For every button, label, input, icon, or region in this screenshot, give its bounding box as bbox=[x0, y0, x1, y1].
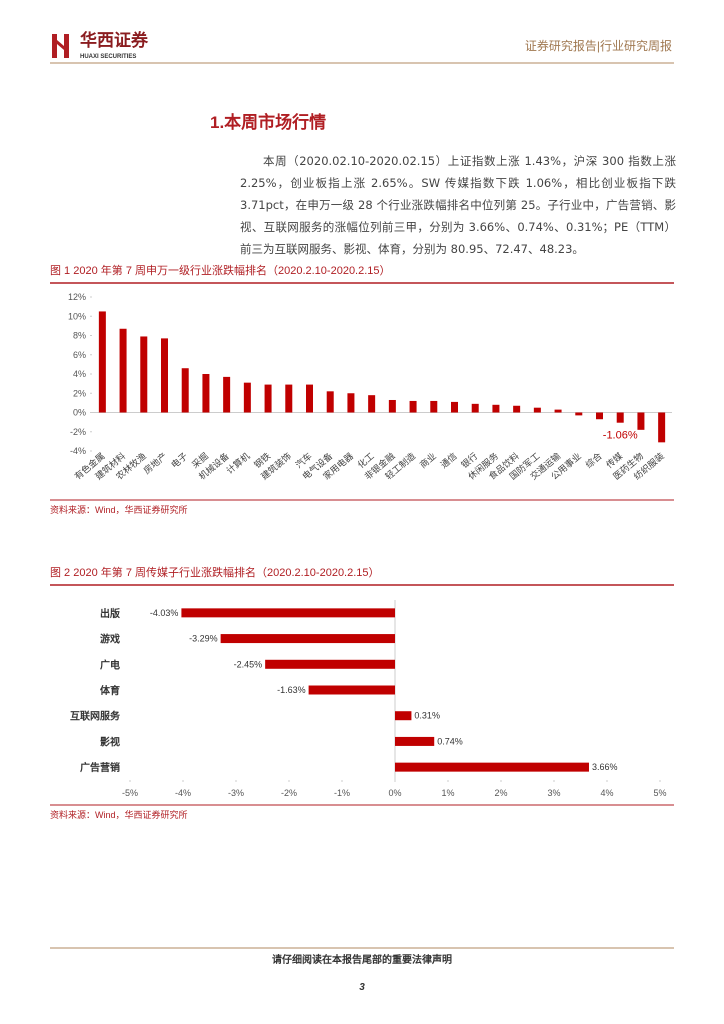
bar bbox=[395, 736, 435, 746]
x-tick-label: 综合 bbox=[583, 450, 604, 470]
bar bbox=[388, 399, 396, 413]
bar bbox=[161, 338, 168, 413]
logo-subtext: HUAXI SECURITIES bbox=[80, 54, 136, 60]
bar bbox=[533, 407, 541, 413]
bar bbox=[368, 395, 376, 413]
value-label: -1.63% bbox=[277, 685, 306, 695]
x-tick-label: 5% bbox=[653, 788, 666, 798]
bar bbox=[596, 412, 603, 420]
bar bbox=[202, 374, 210, 413]
x-tick-label: 房地产 bbox=[141, 450, 169, 476]
bar bbox=[181, 368, 189, 413]
y-tick-label: 12% bbox=[68, 292, 86, 302]
bar bbox=[264, 384, 272, 413]
section-title: 1.本周市场行情 bbox=[210, 112, 326, 132]
y-tick-label: 10% bbox=[68, 311, 86, 321]
x-tick-label: 通信 bbox=[438, 450, 459, 470]
bar bbox=[140, 336, 148, 413]
x-tick-label: -2% bbox=[281, 788, 297, 798]
y-tick-label: 2% bbox=[73, 388, 86, 398]
x-tick-label: 1% bbox=[441, 788, 454, 798]
value-label: 0.74% bbox=[437, 736, 463, 746]
value-label: -1.06% bbox=[603, 430, 638, 442]
y-tick-label: -2% bbox=[70, 427, 86, 437]
x-tick-label: 电子 bbox=[169, 450, 190, 470]
value-label: -3.29% bbox=[189, 634, 218, 644]
bar bbox=[637, 412, 645, 430]
y-tick-label: 影视 bbox=[100, 735, 120, 748]
logo-text: 华西证券 bbox=[80, 30, 149, 50]
figure-title: 图 1 2020 年第 7 周申万一级行业涨跌幅排名（2020.2.10-202… bbox=[50, 263, 391, 277]
figure-source: 资料来源：Wind，华西证券研究所 bbox=[50, 809, 188, 820]
x-tick-label: -1% bbox=[334, 788, 350, 798]
bar bbox=[119, 328, 127, 413]
logo-icon bbox=[57, 40, 64, 50]
bar bbox=[347, 393, 355, 413]
bar bbox=[451, 401, 458, 413]
value-label: 3.66% bbox=[592, 762, 618, 772]
y-tick-label: 8% bbox=[73, 331, 86, 341]
bar bbox=[430, 400, 438, 413]
bar bbox=[285, 384, 293, 413]
y-tick-label: 体育 bbox=[100, 684, 120, 697]
page-number: 3 bbox=[359, 982, 365, 993]
y-tick-label: 出版 bbox=[100, 607, 120, 620]
bar bbox=[395, 762, 589, 772]
bar bbox=[308, 685, 395, 695]
y-tick-label: -4% bbox=[70, 446, 86, 456]
bar bbox=[243, 382, 251, 413]
bar bbox=[306, 384, 313, 413]
value-label: -2.45% bbox=[234, 659, 263, 669]
bar bbox=[223, 376, 231, 413]
bar bbox=[492, 404, 500, 413]
x-tick-label: 商业 bbox=[417, 450, 438, 470]
y-tick-label: 4% bbox=[73, 369, 86, 379]
bar bbox=[658, 412, 666, 443]
x-tick-label: -5% bbox=[122, 788, 138, 798]
y-tick-label: 6% bbox=[73, 350, 86, 360]
bar bbox=[513, 405, 521, 413]
bar bbox=[575, 412, 583, 416]
disclaimer: 请仔细阅读在本报告尾部的重要法律声明 bbox=[272, 953, 452, 966]
bar bbox=[326, 391, 334, 413]
y-tick-label: 0% bbox=[73, 408, 86, 418]
y-tick-label: 游戏 bbox=[100, 633, 120, 646]
x-tick-label: 0% bbox=[388, 788, 401, 798]
figure-title: 图 2 2020 年第 7 周传媒子行业涨跌幅排名（2020.2.10-2020… bbox=[50, 565, 380, 579]
bar bbox=[265, 659, 395, 669]
y-tick-label: 广电 bbox=[100, 658, 120, 671]
bar bbox=[181, 608, 395, 618]
x-tick-label: -3% bbox=[228, 788, 244, 798]
logo-icon bbox=[52, 34, 57, 58]
bar bbox=[616, 412, 624, 423]
logo-icon bbox=[64, 34, 69, 58]
x-tick-label: -4% bbox=[175, 788, 191, 798]
x-tick-label: 4% bbox=[600, 788, 613, 798]
x-tick-label: 3% bbox=[547, 788, 560, 798]
x-tick-label: 2% bbox=[494, 788, 507, 798]
bar bbox=[98, 311, 106, 413]
value-label: 0.31% bbox=[414, 711, 440, 721]
bar bbox=[409, 400, 417, 413]
y-tick-label: 广告营销 bbox=[80, 761, 120, 774]
bar bbox=[471, 403, 479, 413]
paragraph: 本周（2020.02.10-2020.02.15）上证指数上涨 1.43%，沪深… bbox=[240, 154, 676, 256]
y-tick-label: 互联网服务 bbox=[70, 710, 121, 723]
bar bbox=[554, 409, 562, 413]
bar bbox=[395, 711, 412, 721]
report-type: 证券研究报告|行业研究周报 bbox=[525, 38, 672, 53]
bar bbox=[220, 634, 395, 644]
value-label: -4.03% bbox=[150, 608, 179, 618]
figure-source: 资料来源：Wind，华西证券研究所 bbox=[50, 504, 188, 515]
x-tick-label: 计算机 bbox=[224, 450, 252, 476]
